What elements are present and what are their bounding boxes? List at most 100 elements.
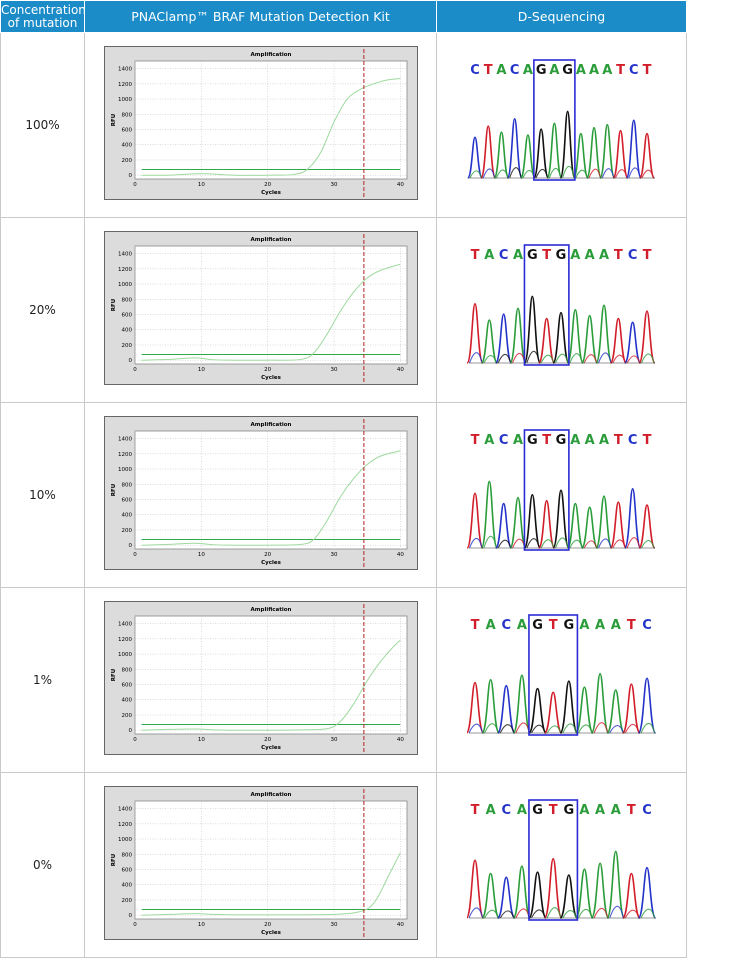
x-tick-label: 20 [264, 737, 271, 743]
x-tick-label: 40 [396, 182, 403, 188]
y-tick-label: 200 [121, 158, 132, 164]
peak-shoulder [468, 170, 482, 179]
amplification-plot-cell: Amplification 0 200 400 600 800 1000 1200 1400 0 1… [84, 217, 437, 403]
highlight-box [527, 614, 578, 736]
peak-shoulder [468, 352, 483, 364]
amplification-plot: Amplification 0 200 400 600 800 1000 1200 1400 0 1… [103, 231, 418, 385]
table-row: 100% Amplification 0 200 400 600 800 1000 1200 14… [0, 32, 687, 218]
x-axis-label: Cycles [261, 560, 281, 566]
y-tick-label: 1400 [118, 252, 132, 258]
peak [605, 689, 625, 734]
peak [523, 493, 541, 549]
peak [492, 131, 510, 179]
peak-shoulder [626, 355, 640, 364]
peak-shoulder [499, 724, 515, 734]
amplification-curve [141, 852, 401, 916]
peak-shoulder [483, 909, 499, 919]
peak [506, 117, 523, 179]
peak [480, 678, 500, 734]
y-axis-label: RFU [111, 854, 117, 866]
base-letter: G [535, 63, 546, 78]
peak [508, 496, 527, 549]
base-letter: T [613, 248, 622, 263]
base-letter: A [485, 618, 495, 633]
base-letter: A [549, 63, 559, 78]
y-tick-label: 200 [121, 898, 132, 904]
y-tick-label: 0 [128, 913, 132, 919]
peak-shoulder [626, 537, 640, 549]
y-tick-label: 800 [121, 297, 132, 303]
peak [551, 311, 570, 364]
base-letter: A [570, 248, 580, 263]
base-letter: T [548, 803, 557, 818]
y-tick-label: 800 [121, 667, 132, 673]
peak-shoulder [495, 169, 509, 179]
peak-shoulder [583, 354, 597, 364]
peak [638, 132, 655, 179]
peak-shoulder [611, 354, 626, 364]
amplification-plot-cell: Amplification 0 200 400 600 800 1000 1200 1400 0 1… [84, 772, 437, 958]
base-letter: A [575, 63, 585, 78]
peak-shoulder [574, 169, 588, 179]
peak-shoulder [497, 539, 511, 549]
peak [551, 489, 570, 549]
peak [537, 317, 555, 364]
amplification-plot: Amplification 0 200 400 600 800 1000 1200 1400 0 1… [103, 601, 418, 755]
base-letter: T [642, 63, 651, 78]
y-axis-label: RFU [111, 114, 117, 126]
peak [605, 850, 625, 919]
highlight-box [532, 59, 576, 181]
peak [572, 132, 589, 179]
x-tick-label: 10 [197, 737, 204, 743]
base-letter: T [613, 433, 622, 448]
base-letter: A [516, 803, 526, 818]
base-letter: C [628, 63, 638, 78]
x-tick-label: 20 [264, 922, 271, 928]
y-tick-label: 1000 [118, 467, 132, 473]
x-tick-label: 10 [197, 552, 204, 558]
y-tick-label: 200 [121, 528, 132, 534]
y-tick-label: 400 [121, 328, 132, 334]
x-tick-label: 0 [133, 367, 137, 373]
plot-area [134, 800, 407, 920]
base-letter: T [470, 433, 479, 448]
plot-area [134, 430, 407, 550]
base-letter: G [562, 63, 573, 78]
x-tick-label: 40 [396, 552, 403, 558]
x-tick-label: 20 [264, 182, 271, 188]
concentration-cell: 20% [0, 217, 85, 403]
base-letter: A [579, 803, 589, 818]
y-tick-label: 800 [121, 852, 132, 858]
peak [594, 495, 613, 549]
y-tick-label: 600 [121, 498, 132, 504]
highlight-box [523, 244, 570, 366]
peak [580, 506, 598, 549]
peak [621, 683, 641, 734]
y-tick-label: 1400 [118, 807, 132, 813]
peak-shoulder [467, 907, 483, 919]
y-tick-label: 600 [121, 683, 132, 689]
peak-shoulder [530, 724, 546, 734]
base-letter: T [548, 618, 557, 633]
peak [479, 125, 496, 179]
peak [585, 126, 602, 179]
y-tick-label: 400 [121, 143, 132, 149]
y-tick-label: 1400 [118, 67, 132, 73]
peak [545, 122, 562, 179]
base-letter: A [484, 248, 494, 263]
peak-shoulder [608, 905, 624, 919]
x-axis-label: Cycles [261, 375, 281, 381]
base-letter: C [470, 63, 480, 78]
peak-shoulder [467, 723, 483, 734]
header-d-sequencing: D-Sequencing [436, 0, 687, 33]
y-tick-label: 1200 [118, 82, 132, 88]
base-letter: A [485, 803, 495, 818]
y-tick-label: 200 [121, 713, 132, 719]
base-letter: A [496, 63, 506, 78]
base-letter: G [555, 248, 566, 263]
peak-shoulder [468, 537, 483, 549]
